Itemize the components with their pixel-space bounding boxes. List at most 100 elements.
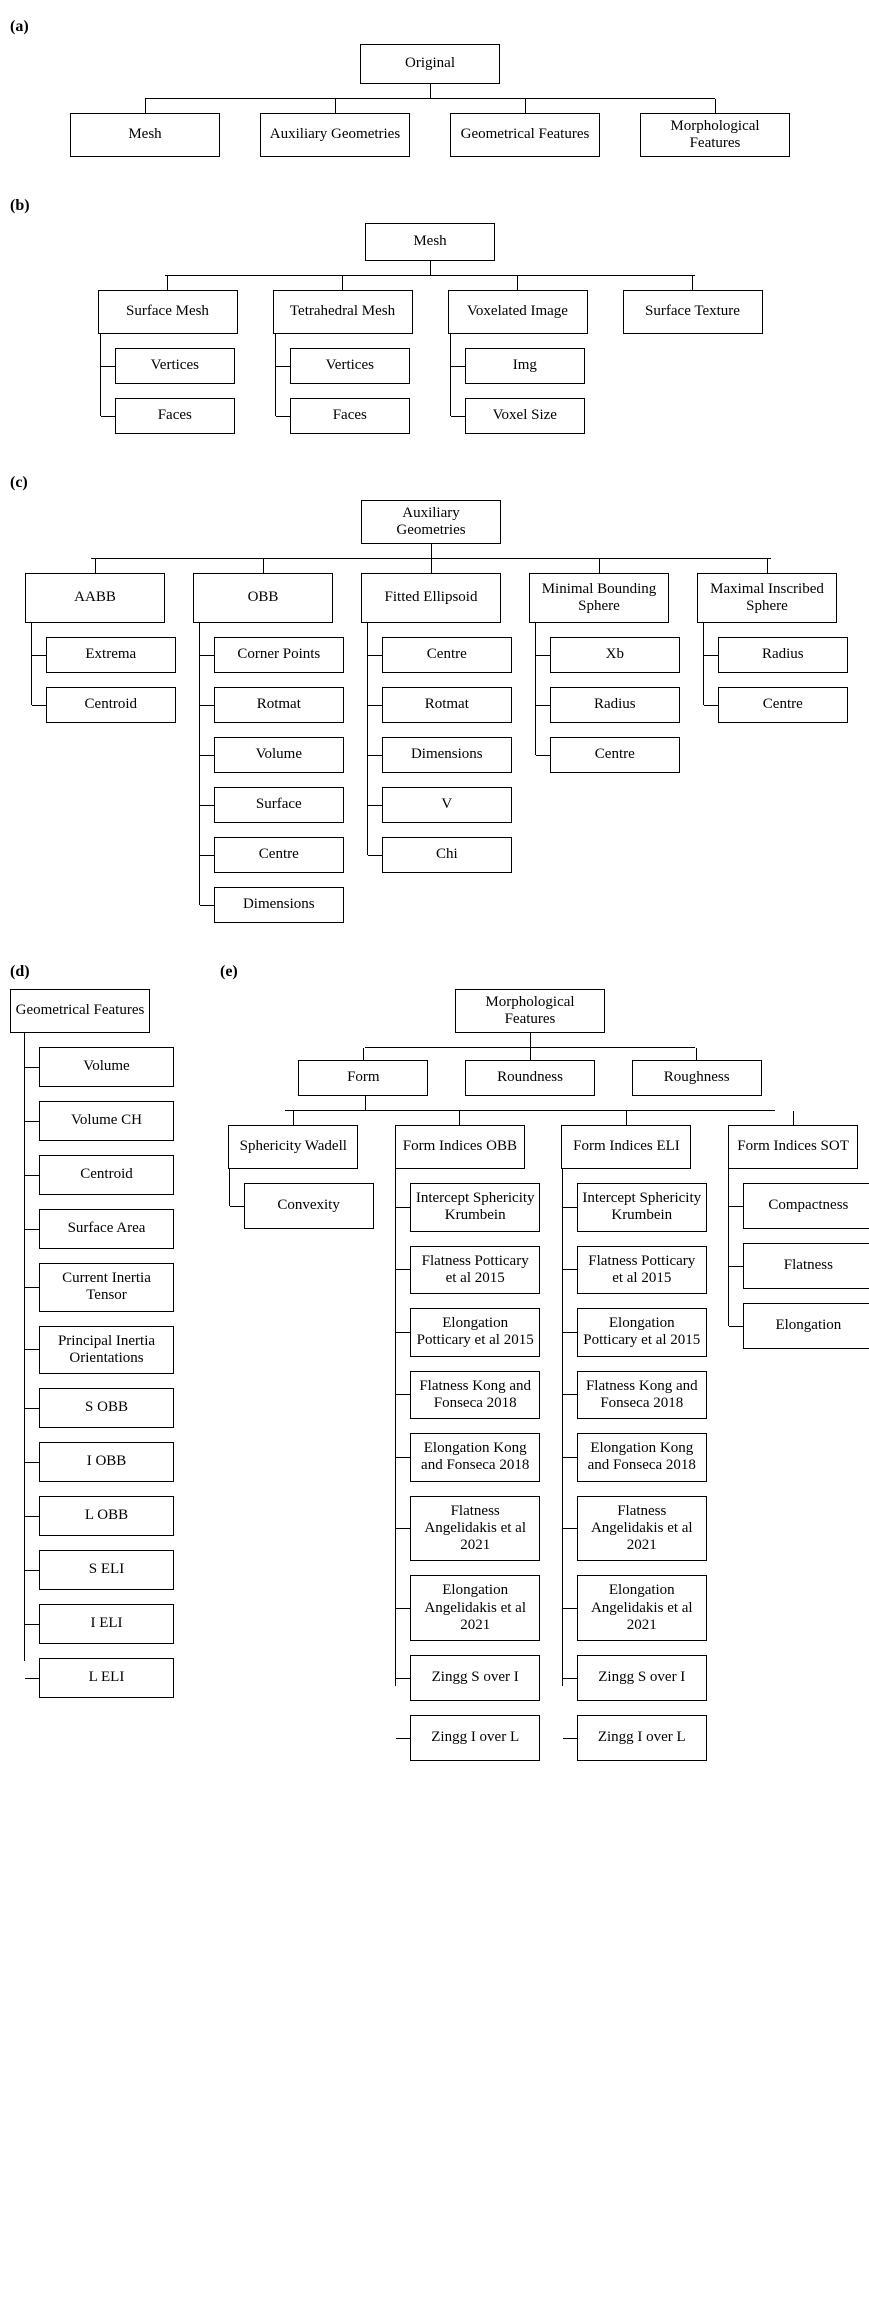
tree-leaf: Elongation Kong and Fonseca 2018: [577, 1433, 707, 1482]
tree-leaf: Img: [465, 348, 585, 384]
tree-leaf: Compactness: [743, 1183, 869, 1229]
tree-branch: Surface Texture: [605, 276, 780, 434]
tree-leaf: Dimensions: [382, 737, 512, 773]
tree-leaf: Centre: [718, 687, 848, 723]
d-item: Surface Area: [39, 1209, 174, 1249]
e-root: Morphological Features: [455, 989, 605, 1033]
tree-leaf: Elongation Potticary et al 2015: [577, 1308, 707, 1357]
tree-branch: Form Indices SOTCompactnessFlatnessElong…: [710, 1111, 869, 1761]
tree-leaf: Faces: [115, 398, 235, 434]
tree-branch: Minimal Bounding SphereXbRadiusCentre: [515, 559, 683, 923]
tree-branch: Form Indices OBB Intercept Sphericity Kru…: [377, 1111, 544, 1761]
tree-branch: AABB Extrema Centroid: [11, 559, 179, 923]
tree-node: Fitted Ellipsoid: [361, 573, 501, 623]
tree-leaf: Flatness: [743, 1243, 869, 1289]
tree-leaf: Elongation Potticary et al 2015: [410, 1308, 540, 1357]
tree-leaf: Flatness Potticary et al 2015: [410, 1246, 540, 1295]
d-item: I OBB: [39, 1442, 174, 1482]
e-mid-0: Form: [298, 1060, 428, 1096]
tree-node: Form Indices ELI: [561, 1125, 691, 1169]
tree-node: Surface Texture: [623, 290, 763, 334]
tree-leaf: Rotmat: [214, 687, 344, 723]
tree-node: Form Indices OBB: [395, 1125, 525, 1169]
d-item: Volume: [39, 1047, 174, 1087]
tree-leaf: Rotmat: [382, 687, 512, 723]
d-item: Volume CH: [39, 1101, 174, 1141]
tree-leaf: Intercept Sphericity Krumbein: [577, 1183, 707, 1232]
tree-leaf: Faces: [290, 398, 410, 434]
panel-d: Geometrical Features Volume Volume CH Cent…: [10, 989, 190, 1698]
tree-leaf: Centre: [214, 837, 344, 873]
a-child-2: Geometrical Features: [450, 113, 600, 157]
tree-leaf: Radius: [550, 687, 680, 723]
tree-leaf: Flatness Kong and Fonseca 2018: [410, 1371, 540, 1420]
tree-node: Form Indices SOT: [728, 1125, 858, 1169]
tree-leaf: Flatness Angelidakis et al 2021: [577, 1496, 707, 1562]
panel-b-label: (b): [10, 197, 859, 215]
tree-leaf: V: [382, 787, 512, 823]
tree-branch: Maximal Inscribed Sphere Radius Centre: [683, 559, 851, 923]
tree-leaf: Elongation Angelidakis et al 2021: [577, 1575, 707, 1641]
tree-branch: Fitted Ellipsoid Centre Rotmat Dimensions VC…: [347, 559, 515, 923]
panel-a-label: (a): [10, 18, 859, 36]
tree-leaf: Convexity: [244, 1183, 374, 1229]
tree-branch: Voxelated Image Img Voxel Size: [430, 276, 605, 434]
tree-leaf: Vertices: [290, 348, 410, 384]
tree-leaf: Centre: [382, 637, 512, 673]
tree-leaf: Vertices: [115, 348, 235, 384]
panel-e: Morphological Features Form Roundness Ro…: [220, 989, 840, 1761]
tree-leaf: Radius: [718, 637, 848, 673]
tree-leaf: Chi: [382, 837, 512, 873]
tree-leaf: Flatness Potticary et al 2015: [577, 1246, 707, 1295]
d-item: Centroid: [39, 1155, 174, 1195]
panel-a: (a) Original Mesh Auxiliary Geometries G…: [10, 18, 859, 157]
a-child-3: Morphological Features: [640, 113, 790, 157]
a-root: Original: [360, 44, 500, 84]
d-item: L OBB: [39, 1496, 174, 1536]
tree-leaf: Voxel Size: [465, 398, 585, 434]
tree-leaf: Centre: [550, 737, 680, 773]
d-item: S ELI: [39, 1550, 174, 1590]
e-mid-2: Roughness: [632, 1060, 762, 1096]
tree-node: OBB: [193, 573, 333, 623]
tree-leaf: Elongation Angelidakis et al 2021: [410, 1575, 540, 1641]
tree-leaf: Zingg S over I: [410, 1655, 540, 1701]
tree-node: Sphericity Wadell: [228, 1125, 358, 1169]
panel-e-label: (e): [220, 963, 859, 981]
tree-leaf: Centroid: [46, 687, 176, 723]
d-item: Current Inertia Tensor: [39, 1263, 174, 1312]
tree-node: Voxelated Image: [448, 290, 588, 334]
tree-leaf: Flatness Kong and Fonseca 2018: [577, 1371, 707, 1420]
tree-leaf: Zingg I over L: [410, 1715, 540, 1761]
d-item: I ELI: [39, 1604, 174, 1644]
tree-node: Surface Mesh: [98, 290, 238, 334]
tree-leaf: Intercept Sphericity Krumbein: [410, 1183, 540, 1232]
tree-leaf: Zingg I over L: [577, 1715, 707, 1761]
panel-d-label: (d): [10, 963, 190, 981]
a-child-0: Mesh: [70, 113, 220, 157]
tree-branch: Sphericity Wadell Convexity: [210, 1111, 377, 1761]
panel-c-label: (c): [10, 474, 859, 492]
d-item: Principal Inertia Orientations: [39, 1326, 174, 1375]
d-root: Geometrical Features: [10, 989, 150, 1033]
tree-node: Tetrahedral Mesh: [273, 290, 413, 334]
d-item: S OBB: [39, 1388, 174, 1428]
tree-branch: Form Indices ELI Intercept Sphericity Kru…: [543, 1111, 710, 1761]
tree-leaf: Surface: [214, 787, 344, 823]
e-mid-1: Roundness: [465, 1060, 595, 1096]
tree-leaf: Flatness Angelidakis et al 2021: [410, 1496, 540, 1562]
d-item: L ELI: [39, 1658, 174, 1698]
tree-node: AABB: [25, 573, 165, 623]
panel-c: (c) Auxiliary Geometries AABB Extrema Cent…: [10, 474, 859, 923]
c-root: Auxiliary Geometries: [361, 500, 501, 544]
tree-leaf: Extrema: [46, 637, 176, 673]
tree-leaf: Elongation Kong and Fonseca 2018: [410, 1433, 540, 1482]
tree-leaf: Xb: [550, 637, 680, 673]
tree-leaf: Zingg S over I: [577, 1655, 707, 1701]
tree-branch: Tetrahedral Mesh Vertices Faces: [255, 276, 430, 434]
a-child-1: Auxiliary Geometries: [260, 113, 410, 157]
tree-leaf: Dimensions: [214, 887, 344, 923]
tree-leaf: Corner Points: [214, 637, 344, 673]
b-root: Mesh: [365, 223, 495, 261]
tree-node: Maximal Inscribed Sphere: [697, 573, 837, 623]
